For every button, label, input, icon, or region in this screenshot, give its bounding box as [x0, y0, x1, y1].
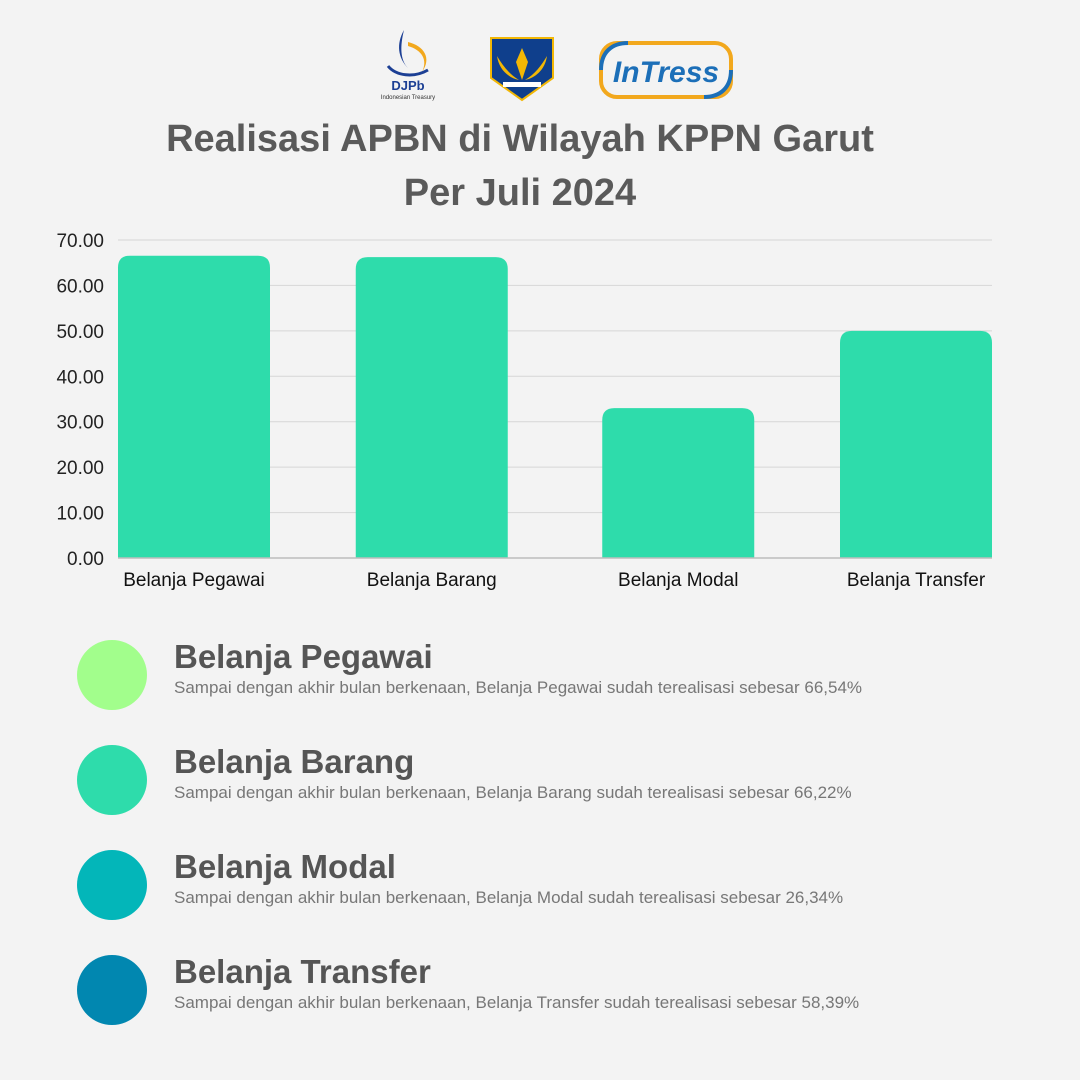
bar-belanja-modal — [602, 408, 755, 558]
chart-title: Realisasi APBN di Wilayah KPPN Garut — [166, 118, 874, 160]
y-tick-label: 60.00 — [56, 276, 104, 297]
intress-logo: InTress — [599, 41, 733, 99]
bar-belanja-transfer — [840, 330, 992, 558]
x-tick-label: Belanja Barang — [367, 570, 497, 591]
bar-belanja-pegawai — [118, 255, 270, 558]
legend-name: Belanja Pegawai — [174, 638, 433, 675]
logo-bar: DJPb Indonesian Treasury InTress — [0, 28, 1080, 104]
legend-description: Sampai dengan akhir bulan berkenaan, Bel… — [174, 888, 844, 907]
x-tick-label: Belanja Pegawai — [123, 570, 265, 591]
legend-item: Belanja Pegawai Sampai dengan akhir bulan… — [0, 638, 1080, 718]
legend-item: Belanja Modal Sampai dengan akhir bulan b… — [0, 848, 1080, 928]
bar-chart: 0.00 10.00 20.00 30.00 40.00 50.00 60.00 70.00 B… — [56, 231, 992, 591]
legend-name: Belanja Modal — [174, 848, 396, 885]
y-tick-label: 50.00 — [56, 322, 104, 343]
x-tick-label: Belanja Modal — [618, 570, 738, 591]
kemenkeu-logo — [490, 37, 554, 102]
y-tick-label: 10.00 — [56, 504, 104, 525]
djpb-logo: DJPb Indonesian Treasury — [381, 30, 435, 101]
x-tick-label: Belanja Transfer — [847, 570, 986, 591]
legend-description: Sampai dengan akhir bulan berkenaan, Bel… — [174, 678, 863, 697]
legend-name: Belanja Transfer — [174, 953, 431, 990]
svg-text:Indonesian Treasury: Indonesian Treasury — [381, 95, 435, 101]
svg-text:DJPb: DJPb — [391, 78, 424, 93]
legend-item: Belanja Transfer Sampai dengan akhir bula… — [0, 953, 1080, 1033]
y-tick-label: 30.00 — [56, 413, 104, 434]
y-tick-label: 0.00 — [67, 549, 104, 570]
legend-name: Belanja Barang — [174, 743, 415, 780]
legend-color-dot — [77, 850, 147, 920]
bar-belanja-barang — [355, 257, 508, 558]
y-tick-label: 20.00 — [56, 458, 104, 479]
legend-color-dot — [77, 955, 147, 1025]
y-tick-label: 70.00 — [56, 231, 104, 252]
legend-item: Belanja Barang Sampai dengan akhir bulan … — [0, 743, 1080, 823]
svg-text:InTress: InTress — [613, 56, 719, 89]
legend-color-dot — [77, 640, 147, 710]
chart-subtitle: Per Juli 2024 — [403, 172, 637, 214]
legend-color-dot — [77, 745, 147, 815]
legend-description: Sampai dengan akhir bulan berkenaan, Bel… — [174, 993, 860, 1012]
legend-description: Sampai dengan akhir bulan berkenaan, Bel… — [174, 783, 852, 802]
y-tick-label: 40.00 — [56, 367, 104, 388]
